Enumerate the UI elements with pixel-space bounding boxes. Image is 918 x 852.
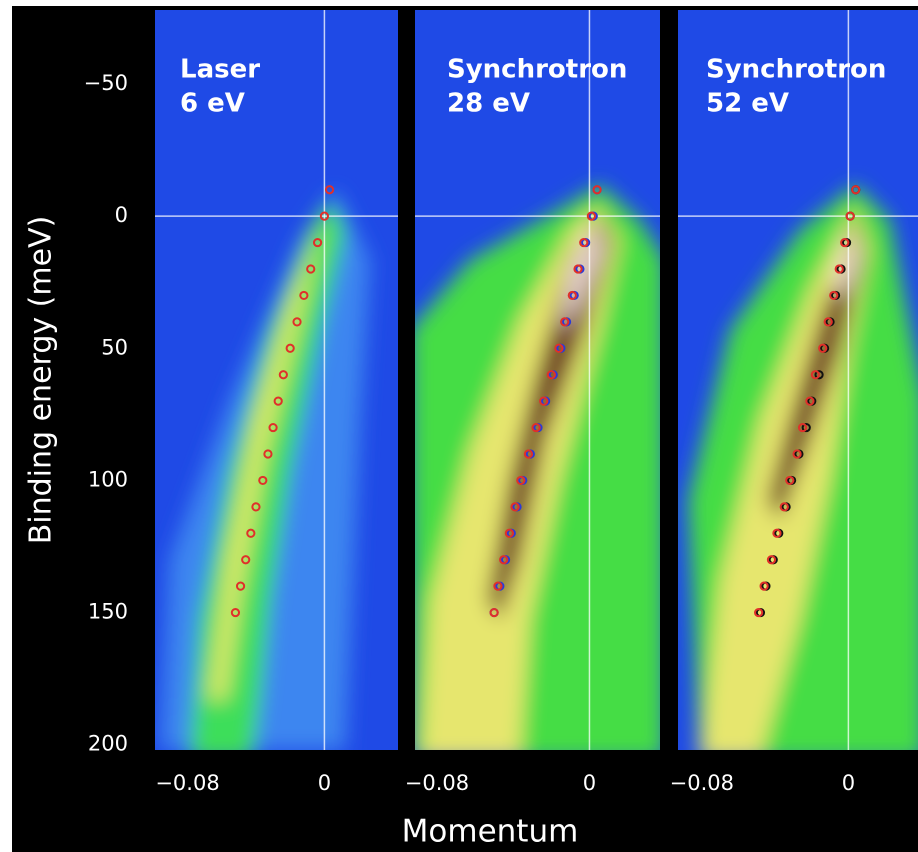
intensity-map bbox=[678, 10, 918, 750]
data-point bbox=[797, 422, 808, 433]
data-point bbox=[258, 475, 268, 486]
data-point bbox=[785, 475, 795, 486]
y-tick-label: 200 bbox=[88, 732, 128, 756]
data-point bbox=[278, 370, 288, 380]
data-point bbox=[499, 555, 509, 565]
data-point bbox=[285, 343, 295, 353]
y-tick-label: −50 bbox=[84, 71, 128, 95]
data-point bbox=[829, 290, 839, 301]
data-point bbox=[241, 555, 251, 565]
data-point bbox=[759, 581, 769, 591]
y-tick-label: 100 bbox=[88, 467, 128, 491]
data-point bbox=[818, 343, 828, 353]
data-point bbox=[516, 475, 526, 486]
data-point bbox=[766, 555, 777, 565]
data-point bbox=[567, 290, 577, 301]
data-point bbox=[546, 370, 556, 380]
y-axis-label: Binding energy (meV) bbox=[24, 216, 59, 545]
panel-label: Synchrotron bbox=[447, 55, 627, 85]
data-point bbox=[823, 317, 833, 327]
panel-label: Synchrotron bbox=[706, 55, 886, 85]
data-point bbox=[263, 449, 273, 459]
data-point bbox=[251, 502, 261, 512]
data-point bbox=[523, 449, 534, 459]
data-point bbox=[579, 237, 589, 248]
data-point bbox=[834, 264, 844, 274]
x-tick-label: −0.08 bbox=[670, 771, 734, 795]
data-point bbox=[754, 607, 764, 618]
data-point bbox=[805, 396, 815, 406]
data-point bbox=[592, 185, 602, 195]
data-point bbox=[801, 422, 811, 433]
data-point bbox=[306, 264, 316, 274]
data-point bbox=[554, 343, 564, 353]
data-point bbox=[779, 502, 789, 512]
data-point bbox=[312, 237, 323, 248]
data-point bbox=[324, 185, 335, 195]
panel-label: 6 eV bbox=[180, 89, 245, 119]
data-point bbox=[299, 290, 309, 301]
x-tick-label: −0.08 bbox=[405, 771, 469, 795]
panel-label: Laser bbox=[180, 55, 260, 85]
data-point bbox=[493, 581, 503, 591]
x-tick-label: 0 bbox=[583, 771, 596, 795]
data-point bbox=[539, 396, 549, 406]
data-point bbox=[292, 317, 302, 327]
data-point bbox=[319, 211, 330, 221]
x-tick-label: 0 bbox=[318, 771, 331, 795]
x-axis-label: Momentum bbox=[402, 814, 579, 850]
y-tick-label: 0 bbox=[115, 203, 128, 227]
data-point bbox=[573, 264, 583, 274]
data-point bbox=[792, 449, 802, 459]
data-point bbox=[268, 422, 278, 433]
data-point bbox=[560, 317, 570, 327]
data-point bbox=[840, 237, 850, 248]
data-point bbox=[772, 528, 782, 538]
intensity-map bbox=[415, 10, 660, 750]
data-point bbox=[230, 607, 241, 618]
data-point bbox=[586, 211, 596, 221]
x-tick-label: 0 bbox=[842, 771, 855, 795]
y-tick-label: 150 bbox=[88, 600, 128, 624]
data-point bbox=[531, 422, 541, 433]
y-tick-label: 50 bbox=[101, 335, 128, 359]
data-point bbox=[246, 528, 256, 538]
data-point bbox=[810, 370, 821, 380]
data-point bbox=[845, 211, 855, 221]
x-tick-label: −0.08 bbox=[155, 771, 219, 795]
data-point bbox=[504, 528, 514, 538]
data-point bbox=[851, 185, 861, 195]
data-point bbox=[489, 607, 499, 618]
panel-label: 28 eV bbox=[447, 89, 530, 119]
data-point bbox=[273, 396, 283, 406]
panel-label: 52 eV bbox=[706, 89, 789, 119]
data-point bbox=[235, 581, 246, 591]
data-point bbox=[814, 370, 824, 380]
data-point bbox=[510, 502, 520, 512]
intensity-map bbox=[155, 10, 398, 750]
